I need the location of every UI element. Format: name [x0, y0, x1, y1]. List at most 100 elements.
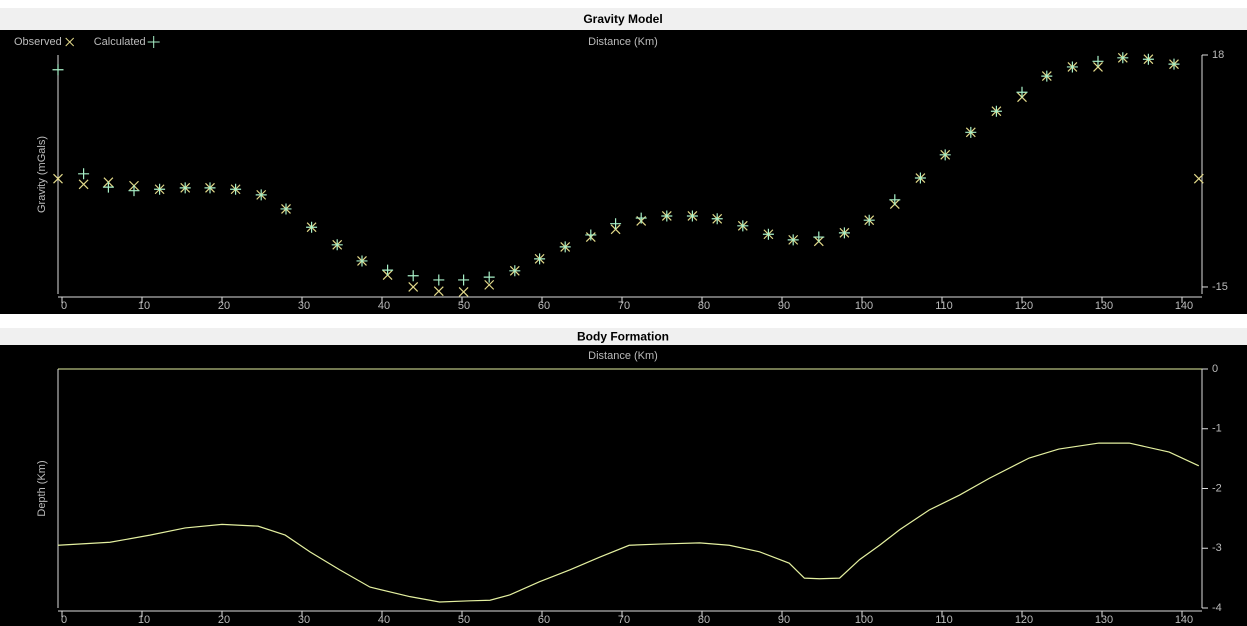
- data-point: [559, 241, 571, 253]
- x-axis-label: Distance (Km): [588, 36, 658, 48]
- x-tick-label: 50: [458, 300, 470, 312]
- title-bar: [0, 8, 1247, 30]
- x-tick-label: 60: [538, 614, 550, 626]
- legend-label: Observed: [14, 36, 62, 48]
- x-tick-label: 80: [698, 614, 710, 626]
- x-tick-label: 0: [61, 614, 67, 626]
- data-point: [433, 286, 444, 297]
- data-point: [102, 181, 114, 193]
- data-point: [939, 149, 951, 161]
- y-axis-label: Gravity (mGals): [36, 136, 48, 213]
- x-tick-label: 70: [618, 300, 630, 312]
- data-point: [78, 168, 90, 180]
- x-tick-label: 130: [1095, 614, 1113, 626]
- data-point: [408, 282, 419, 292]
- x-tick-label: 30: [298, 300, 310, 312]
- x-tick-label: 90: [778, 614, 790, 626]
- data-point: [534, 253, 546, 265]
- data-point: [787, 234, 799, 246]
- data-point: [280, 203, 292, 215]
- data-point: [610, 218, 622, 230]
- x-tick-label: 80: [698, 300, 710, 312]
- data-point: [635, 212, 647, 224]
- y-tick-label: -2: [1212, 482, 1222, 494]
- data-point: [204, 182, 216, 194]
- x-tick-label: 130: [1095, 300, 1113, 312]
- data-point: [128, 185, 140, 197]
- x-tick-label: 140: [1175, 300, 1193, 312]
- data-point: [483, 271, 495, 283]
- x-tick-label: 50: [458, 614, 470, 626]
- y-tick-label: -4: [1212, 602, 1222, 614]
- depth-line: [57, 442, 1200, 603]
- data-point: [813, 231, 825, 243]
- data-point: [331, 239, 343, 251]
- data-point: [1092, 55, 1104, 67]
- legend-marker: [147, 36, 160, 48]
- x-tick-label: 140: [1175, 614, 1193, 626]
- data-point: [407, 270, 419, 282]
- data-point: [53, 173, 63, 184]
- data-point: [914, 172, 926, 184]
- data-point: [1093, 62, 1103, 72]
- data-point: [737, 220, 749, 232]
- y-tick-label: 0: [1212, 363, 1218, 375]
- x-tick-label: 110: [935, 614, 953, 626]
- legend-label: Calculated: [94, 36, 146, 48]
- data-point: [509, 265, 521, 277]
- x-tick-label: 30: [298, 614, 310, 626]
- data-point: [356, 255, 368, 267]
- x-tick-label: 0: [61, 300, 67, 312]
- data-point: [686, 210, 698, 222]
- plot-panel: [0, 30, 1247, 314]
- x-tick-label: 90: [778, 300, 790, 312]
- data-point: [1016, 86, 1028, 98]
- x-tick-label: 20: [218, 614, 230, 626]
- data-point: [990, 105, 1002, 117]
- y-axis-label: Depth (Km): [36, 460, 48, 516]
- legend-marker: [65, 37, 75, 47]
- chart-title: Body Formation: [577, 330, 669, 344]
- title-bar: [0, 328, 1247, 345]
- data-point: [458, 286, 469, 297]
- data-point: [458, 274, 470, 286]
- plot-panel: [0, 345, 1247, 626]
- data-point: [306, 221, 318, 233]
- x-tick-label: 70: [618, 614, 630, 626]
- data-point: [1066, 61, 1078, 73]
- x-tick-label: 20: [218, 300, 230, 312]
- chart-title: Gravity Model: [583, 12, 662, 26]
- data-point: [762, 228, 774, 240]
- data-point: [1041, 70, 1053, 82]
- data-point: [889, 194, 901, 206]
- data-point: [1168, 58, 1180, 70]
- data-point: [484, 279, 495, 290]
- x-axis-label: Distance (Km): [588, 350, 658, 362]
- data-point: [838, 227, 850, 239]
- x-tick-label: 40: [378, 614, 390, 626]
- x-tick-label: 40: [378, 300, 390, 312]
- x-tick-label: 100: [855, 300, 873, 312]
- data-point: [965, 126, 977, 138]
- x-tick-label: 120: [1015, 300, 1033, 312]
- y-tick-label: 18: [1212, 49, 1224, 61]
- data-point: [711, 213, 723, 225]
- x-tick-label: 60: [538, 300, 550, 312]
- y-tick-label: -3: [1212, 542, 1222, 554]
- data-point: [610, 224, 621, 235]
- x-tick-label: 10: [138, 614, 150, 626]
- data-point: [52, 64, 64, 76]
- x-tick-label: 100: [855, 614, 873, 626]
- data-point: [78, 179, 89, 190]
- x-tick-label: 10: [138, 300, 150, 312]
- y-tick-label: -15: [1212, 281, 1228, 293]
- data-point: [863, 214, 875, 226]
- data-point: [382, 264, 394, 276]
- data-point: [661, 210, 673, 222]
- data-point: [255, 189, 267, 201]
- data-point: [1117, 52, 1129, 64]
- y-tick-label: -1: [1212, 423, 1222, 435]
- x-tick-label: 120: [1015, 614, 1033, 626]
- data-point: [1193, 173, 1204, 184]
